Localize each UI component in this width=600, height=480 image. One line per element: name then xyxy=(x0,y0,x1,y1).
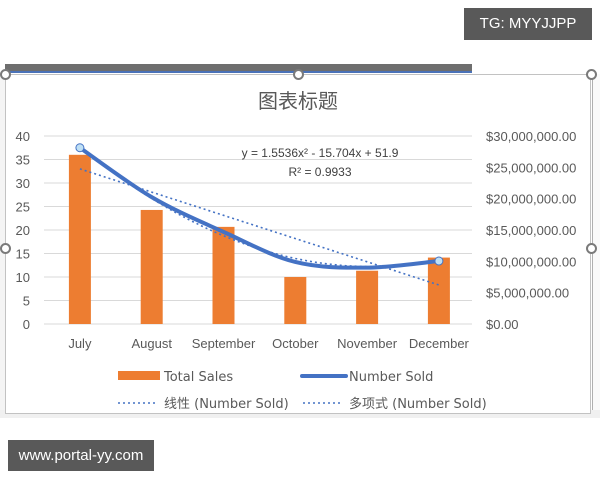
x-axis[interactable]: July August September October November Decemb… xyxy=(68,336,469,351)
watermark-top: TG: MYYJJPP xyxy=(464,8,592,40)
left-axis-tick: 10 xyxy=(16,270,30,285)
legend-total-sales[interactable]: Total Sales xyxy=(163,370,233,385)
resize-handle-middle-right[interactable] xyxy=(586,243,597,254)
right-axis-tick: $20,000,000.00 xyxy=(486,192,576,207)
resize-handle-top-right[interactable] xyxy=(586,69,597,80)
ribbon-bar-right xyxy=(300,64,472,72)
right-axis[interactable]: $0.00 $5,000,000.00 $10,000,000.00 $15,000,… xyxy=(486,129,576,332)
legend-swatch-total-sales xyxy=(118,371,160,380)
watermark-bottom: www.portal-yy.com xyxy=(8,440,154,471)
trendline-r-squared[interactable]: R² = 0.9933 xyxy=(288,165,351,179)
legend-linear-trend[interactable]: 线性 (Number Sold) xyxy=(164,397,289,412)
resize-handle-top-left[interactable] xyxy=(0,69,11,80)
total-sales-series[interactable] xyxy=(68,154,450,324)
x-axis-label: August xyxy=(131,336,172,351)
ribbon-accent xyxy=(5,71,472,73)
left-axis-tick: 35 xyxy=(16,153,30,168)
trendline-equation[interactable]: y = 1.5536x² - 15.704x + 51.9 xyxy=(242,146,399,160)
left-axis-tick: 25 xyxy=(16,200,30,215)
x-axis-label: November xyxy=(337,336,398,351)
selected-point-marker[interactable] xyxy=(434,256,444,266)
gridlines xyxy=(44,135,472,325)
x-axis-label: September xyxy=(192,336,256,351)
bar-total-sales[interactable] xyxy=(212,226,235,324)
bar-total-sales[interactable] xyxy=(356,270,379,324)
x-axis-label: December xyxy=(409,336,470,351)
x-axis-label: July xyxy=(68,336,92,351)
legend-polynomial-trend[interactable]: 多项式 (Number Sold) xyxy=(349,396,487,412)
bar-total-sales[interactable] xyxy=(140,209,163,324)
ribbon-bar-left xyxy=(5,64,300,72)
left-axis[interactable]: 0 5 10 15 20 25 30 35 40 xyxy=(16,129,30,332)
selected-point-marker[interactable] xyxy=(75,143,85,153)
right-axis-tick: $15,000,000.00 xyxy=(486,223,576,238)
spreadsheet-edge-bottom xyxy=(0,410,600,418)
x-axis-label: October xyxy=(272,336,319,351)
right-axis-tick: $25,000,000.00 xyxy=(486,160,576,175)
chart-area[interactable] xyxy=(5,74,591,414)
left-axis-tick: 15 xyxy=(16,247,30,262)
right-axis-tick: $10,000,000.00 xyxy=(486,254,576,269)
bar-total-sales[interactable] xyxy=(284,277,307,324)
left-axis-tick: 40 xyxy=(16,129,30,144)
legend-number-sold[interactable]: Number Sold xyxy=(349,370,433,385)
left-axis-tick: 0 xyxy=(23,317,30,332)
left-axis-tick: 20 xyxy=(16,223,30,238)
legend[interactable]: Total Sales Number Sold 线性 (Number Sold)… xyxy=(118,370,487,412)
right-axis-tick: $0.00 xyxy=(486,317,519,332)
number-sold-series[interactable] xyxy=(77,145,441,270)
bar-total-sales[interactable] xyxy=(427,257,450,324)
right-axis-tick: $5,000,000.00 xyxy=(486,286,569,301)
right-axis-tick: $30,000,000.00 xyxy=(486,129,576,144)
left-axis-tick: 30 xyxy=(16,176,30,191)
chart-title[interactable]: 图表标题 xyxy=(258,89,338,113)
resize-handle-top-center[interactable] xyxy=(293,69,304,80)
resize-handle-middle-left[interactable] xyxy=(0,243,11,254)
left-axis-tick: 5 xyxy=(23,294,30,309)
bar-total-sales[interactable] xyxy=(68,154,91,324)
